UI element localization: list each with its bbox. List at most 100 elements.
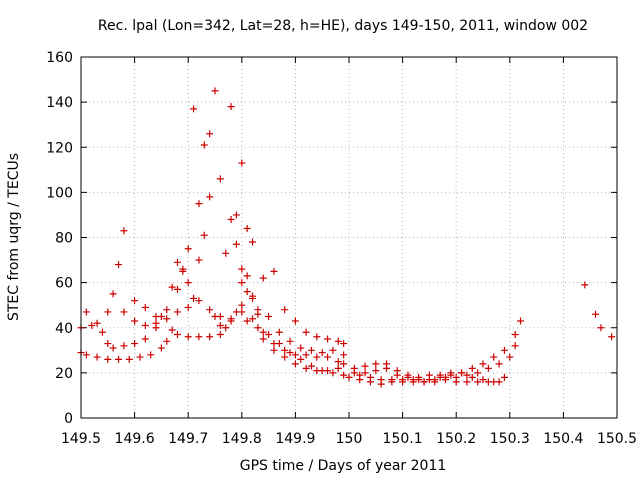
data-point-marker (147, 351, 155, 359)
data-point-marker (173, 258, 181, 266)
data-point-marker (109, 290, 117, 298)
data-point-marker (511, 331, 519, 339)
data-point-marker (340, 351, 348, 359)
data-point-marker (404, 371, 412, 379)
data-point-marker (463, 378, 471, 386)
y-tick-label: 80 (55, 231, 73, 247)
data-point-marker (495, 360, 503, 368)
data-point-marker (184, 245, 192, 253)
y-tick-label: 120 (46, 140, 73, 156)
data-point-marker (340, 340, 348, 348)
data-point-marker (265, 331, 273, 339)
data-point-marker (243, 288, 251, 296)
data-point-marker (104, 355, 112, 363)
data-point-marker (399, 376, 407, 384)
data-point-marker (334, 358, 342, 366)
data-point-marker (222, 249, 230, 257)
data-point-marker (115, 355, 123, 363)
data-point-marker (120, 342, 128, 350)
data-point-marker (270, 267, 278, 275)
data-point-marker (281, 353, 289, 361)
data-point-marker (238, 265, 246, 273)
data-point-marker (93, 353, 101, 361)
data-point-marker (468, 373, 476, 381)
data-point-marker (329, 346, 337, 354)
data-point-marker (302, 364, 310, 372)
x-tick-label: 150.3 (490, 431, 530, 447)
data-point-marker (184, 333, 192, 341)
data-point-marker (409, 376, 417, 384)
data-point-marker (227, 103, 235, 111)
data-point-marker (238, 159, 246, 167)
data-point-marker (447, 369, 455, 377)
y-axis-tick-labels: 0 20 40 60 80 100 120 140 160 (46, 50, 73, 427)
data-point-marker (297, 344, 305, 352)
data-point-marker (388, 376, 396, 384)
data-point-marker (291, 360, 299, 368)
x-tick-label: 149.6 (115, 431, 155, 447)
data-point-marker (200, 231, 208, 239)
data-point-marker (506, 353, 514, 361)
x-tick-label: 150.5 (597, 431, 637, 447)
data-point-marker (420, 378, 428, 386)
data-point-marker (597, 324, 605, 332)
y-tick-label: 100 (46, 185, 73, 201)
data-point-marker (361, 362, 369, 370)
data-point-marker (377, 376, 385, 384)
x-axis-tick-labels: 149.5 149.6 149.7 149.8 149.9 150 150.1 150.2 15… (61, 431, 637, 447)
data-point-marker (334, 364, 342, 372)
data-point-marker (238, 308, 246, 316)
data-point-marker (249, 294, 257, 302)
data-point-marker (324, 353, 332, 361)
data-point-marker (195, 200, 203, 208)
data-point-marker (200, 141, 208, 149)
x-tick-label: 149.8 (222, 431, 262, 447)
data-point-marker (340, 360, 348, 368)
data-point-marker (270, 340, 278, 348)
data-points (77, 87, 616, 388)
data-point-marker (431, 378, 439, 386)
data-point-marker (468, 364, 476, 372)
data-point-marker (291, 351, 299, 359)
data-point-marker (238, 301, 246, 309)
data-point-marker (383, 360, 391, 368)
data-point-marker (474, 369, 482, 377)
data-point-marker (345, 373, 353, 381)
data-point-marker (190, 105, 198, 113)
data-point-marker (511, 342, 519, 350)
data-point-marker (361, 369, 369, 377)
data-point-marker (329, 369, 337, 377)
data-point-marker (286, 337, 294, 345)
y-tick-label: 160 (46, 50, 73, 66)
data-point-marker (115, 261, 123, 269)
data-point-marker (291, 317, 299, 325)
data-point-marker (313, 367, 321, 375)
y-axis-label: STEC from uqrg / TECUs (6, 153, 22, 321)
data-point-marker (104, 340, 112, 348)
data-point-marker (173, 308, 181, 316)
x-tick-label: 150 (336, 431, 363, 447)
y-tick-label: 140 (46, 95, 73, 111)
data-point-marker (98, 328, 106, 336)
data-point-marker (243, 272, 251, 280)
data-point-marker (141, 335, 149, 343)
data-point-marker (216, 312, 224, 320)
data-point-marker (82, 308, 90, 316)
data-point-marker (232, 211, 240, 219)
data-point-marker (366, 373, 374, 381)
data-point-marker (131, 297, 139, 305)
data-point-marker (173, 285, 181, 293)
data-point-marker (463, 371, 471, 379)
y-tick-label: 40 (55, 321, 73, 337)
data-point-marker (500, 373, 508, 381)
data-point-marker (340, 371, 348, 379)
data-point-marker (286, 349, 294, 357)
data-point-marker (592, 310, 600, 318)
data-point-marker (120, 308, 128, 316)
data-point-marker (163, 337, 171, 345)
data-point-marker (141, 321, 149, 329)
data-point-marker (302, 351, 310, 359)
data-point-marker (356, 371, 364, 379)
x-tick-label: 150.1 (383, 431, 423, 447)
data-point-marker (500, 346, 508, 354)
